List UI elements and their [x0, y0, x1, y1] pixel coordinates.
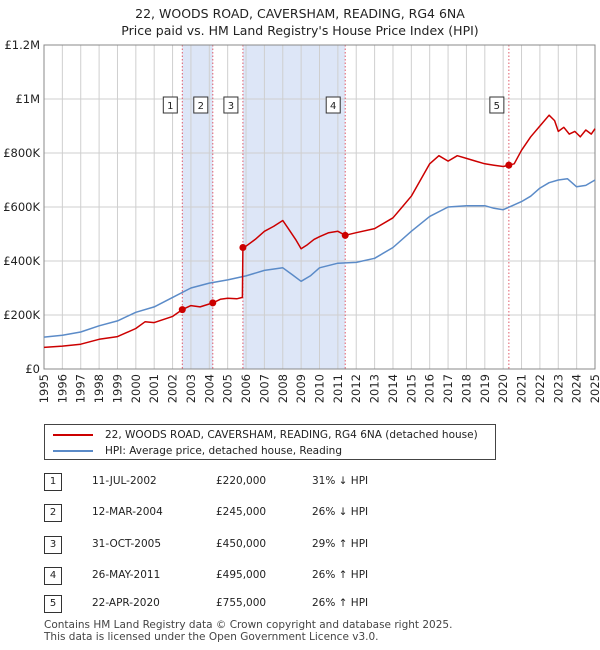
x-tick-label: 1998 [92, 374, 106, 403]
sale-marker-box [489, 96, 505, 114]
sale-date: 22-APR-2020 [92, 597, 160, 609]
sale-marker-label: 4 [330, 101, 336, 112]
sale-marker-box [162, 96, 178, 114]
y-tick-label: £800K [3, 146, 40, 160]
y-tick-label: £1M [15, 92, 40, 106]
sale-point [178, 306, 186, 314]
legend-swatch-hpi [53, 450, 93, 452]
property-price-line [43, 114, 596, 349]
y-tick-label: £600K [3, 200, 40, 214]
sale-row: 5 22-APR-2020 £755,000 26% ↑ HPI [44, 595, 464, 613]
sale-marker-label: 1 [167, 101, 173, 112]
sale-number-badge: 1 [44, 473, 62, 491]
footer-attribution: Contains HM Land Registry data © Crown c… [44, 619, 452, 643]
sale-price: £755,000 [216, 597, 267, 609]
y-tick-label: £400K [3, 254, 40, 268]
sale-date: 26-MAY-2011 [92, 569, 161, 581]
sale-hpi-diff: 26% ↑ HPI [312, 597, 369, 609]
x-tick-label: 2010 [313, 374, 327, 403]
x-tick-label: 2015 [404, 374, 418, 403]
x-tick-label: 2024 [570, 374, 584, 403]
y-tick-label: £1.2M [4, 38, 40, 52]
sale-point [341, 231, 349, 239]
sale-hpi-diff: 26% ↑ HPI [312, 569, 369, 581]
x-tick-label: 2022 [533, 374, 547, 403]
sale-number-badge: 5 [44, 595, 62, 613]
sale-number-badge: 3 [44, 536, 62, 554]
sale-marker-box [223, 96, 239, 114]
sale-date: 12-MAR-2004 [92, 506, 163, 518]
chart-legend: 22, WOODS ROAD, CAVERSHAM, READING, RG4 … [44, 424, 496, 460]
footer-line2: This data is licensed under the Open Gov… [44, 631, 379, 643]
sale-row: 4 26-MAY-2011 £495,000 26% ↑ HPI [44, 567, 464, 585]
legend-item-property: 22, WOODS ROAD, CAVERSHAM, READING, RG4 … [53, 427, 478, 443]
sale-price: £450,000 [216, 538, 267, 550]
x-tick-label: 2020 [496, 374, 510, 403]
x-tick-label: 1999 [110, 374, 124, 403]
sale-marker-label: 5 [494, 101, 500, 112]
sale-row: 2 12-MAR-2004 £245,000 26% ↓ HPI [44, 504, 464, 522]
sale-hpi-diff: 29% ↑ HPI [312, 538, 369, 550]
y-tick-label: £0 [25, 362, 40, 376]
x-tick-label: 2014 [386, 374, 400, 403]
x-tick-label: 2003 [184, 374, 198, 403]
hpi-line [43, 177, 596, 338]
sale-point [209, 299, 217, 307]
sale-price: £495,000 [216, 569, 267, 581]
x-tick-label: 2002 [166, 374, 180, 403]
x-tick-label: 1995 [37, 374, 51, 403]
footer-line1: Contains HM Land Registry data © Crown c… [44, 619, 453, 631]
y-tick-label: £200K [3, 308, 40, 322]
sale-price: £220,000 [216, 475, 267, 487]
x-tick-label: 2017 [441, 374, 455, 403]
chart-title: 22, WOODS ROAD, CAVERSHAM, READING, RG4 … [0, 5, 600, 39]
x-tick-label: 2006 [239, 374, 253, 403]
legend-label-property: 22, WOODS ROAD, CAVERSHAM, READING, RG4 … [105, 429, 478, 441]
x-tick-label: 2016 [423, 374, 437, 403]
sale-marker-label: 3 [228, 101, 234, 112]
x-tick-label: 2008 [276, 374, 290, 403]
sale-marker-box [193, 96, 209, 114]
x-tick-label: 2000 [129, 374, 143, 403]
x-tick-label: 2021 [515, 374, 529, 403]
legend-label-hpi: HPI: Average price, detached house, Read… [105, 445, 342, 457]
x-tick-label: 2012 [349, 374, 363, 403]
sale-marker-box [325, 96, 341, 114]
x-tick-label: 2005 [221, 374, 235, 403]
sale-point [505, 161, 513, 169]
sale-row: 3 31-OCT-2005 £450,000 29% ↑ HPI [44, 536, 464, 554]
sale-date: 11-JUL-2002 [92, 475, 157, 487]
x-tick-label: 2019 [478, 374, 492, 403]
x-tick-label: 1996 [55, 374, 69, 403]
plot-frame [43, 44, 596, 370]
x-tick-label: 2011 [331, 374, 345, 403]
x-tick-label: 2023 [551, 374, 565, 403]
x-tick-label: 2018 [459, 374, 473, 403]
sale-row: 1 11-JUL-2002 £220,000 31% ↓ HPI [44, 473, 464, 491]
sale-number-badge: 4 [44, 567, 62, 585]
x-tick-label: 2009 [294, 374, 308, 403]
legend-swatch-property [53, 434, 93, 436]
chart-title-line2: Price paid vs. HM Land Registry's House … [121, 23, 479, 38]
sale-number-badge: 2 [44, 504, 62, 522]
sale-hpi-diff: 31% ↓ HPI [312, 475, 369, 487]
sale-marker-label: 2 [198, 101, 204, 112]
sale-price: £245,000 [216, 506, 267, 518]
price-chart: 1 2 3 4 5 £0 £200K £400K £600K £800K £1M £1.2M 1995 1… [3, 38, 600, 403]
legend-item-hpi: HPI: Average price, detached house, Read… [53, 443, 342, 459]
x-tick-label: 2007 [257, 374, 271, 403]
x-tick-label: 2001 [147, 374, 161, 403]
sale-hpi-diff: 26% ↓ HPI [312, 506, 369, 518]
x-tick-label: 2004 [202, 374, 216, 403]
x-tick-label: 2013 [368, 374, 382, 403]
chart-title-line1: 22, WOODS ROAD, CAVERSHAM, READING, RG4 … [135, 6, 465, 21]
x-tick-label: 2025 [588, 374, 600, 403]
sale-date: 31-OCT-2005 [92, 538, 161, 550]
x-tick-label: 1997 [74, 374, 88, 403]
sale-point [239, 244, 247, 251]
